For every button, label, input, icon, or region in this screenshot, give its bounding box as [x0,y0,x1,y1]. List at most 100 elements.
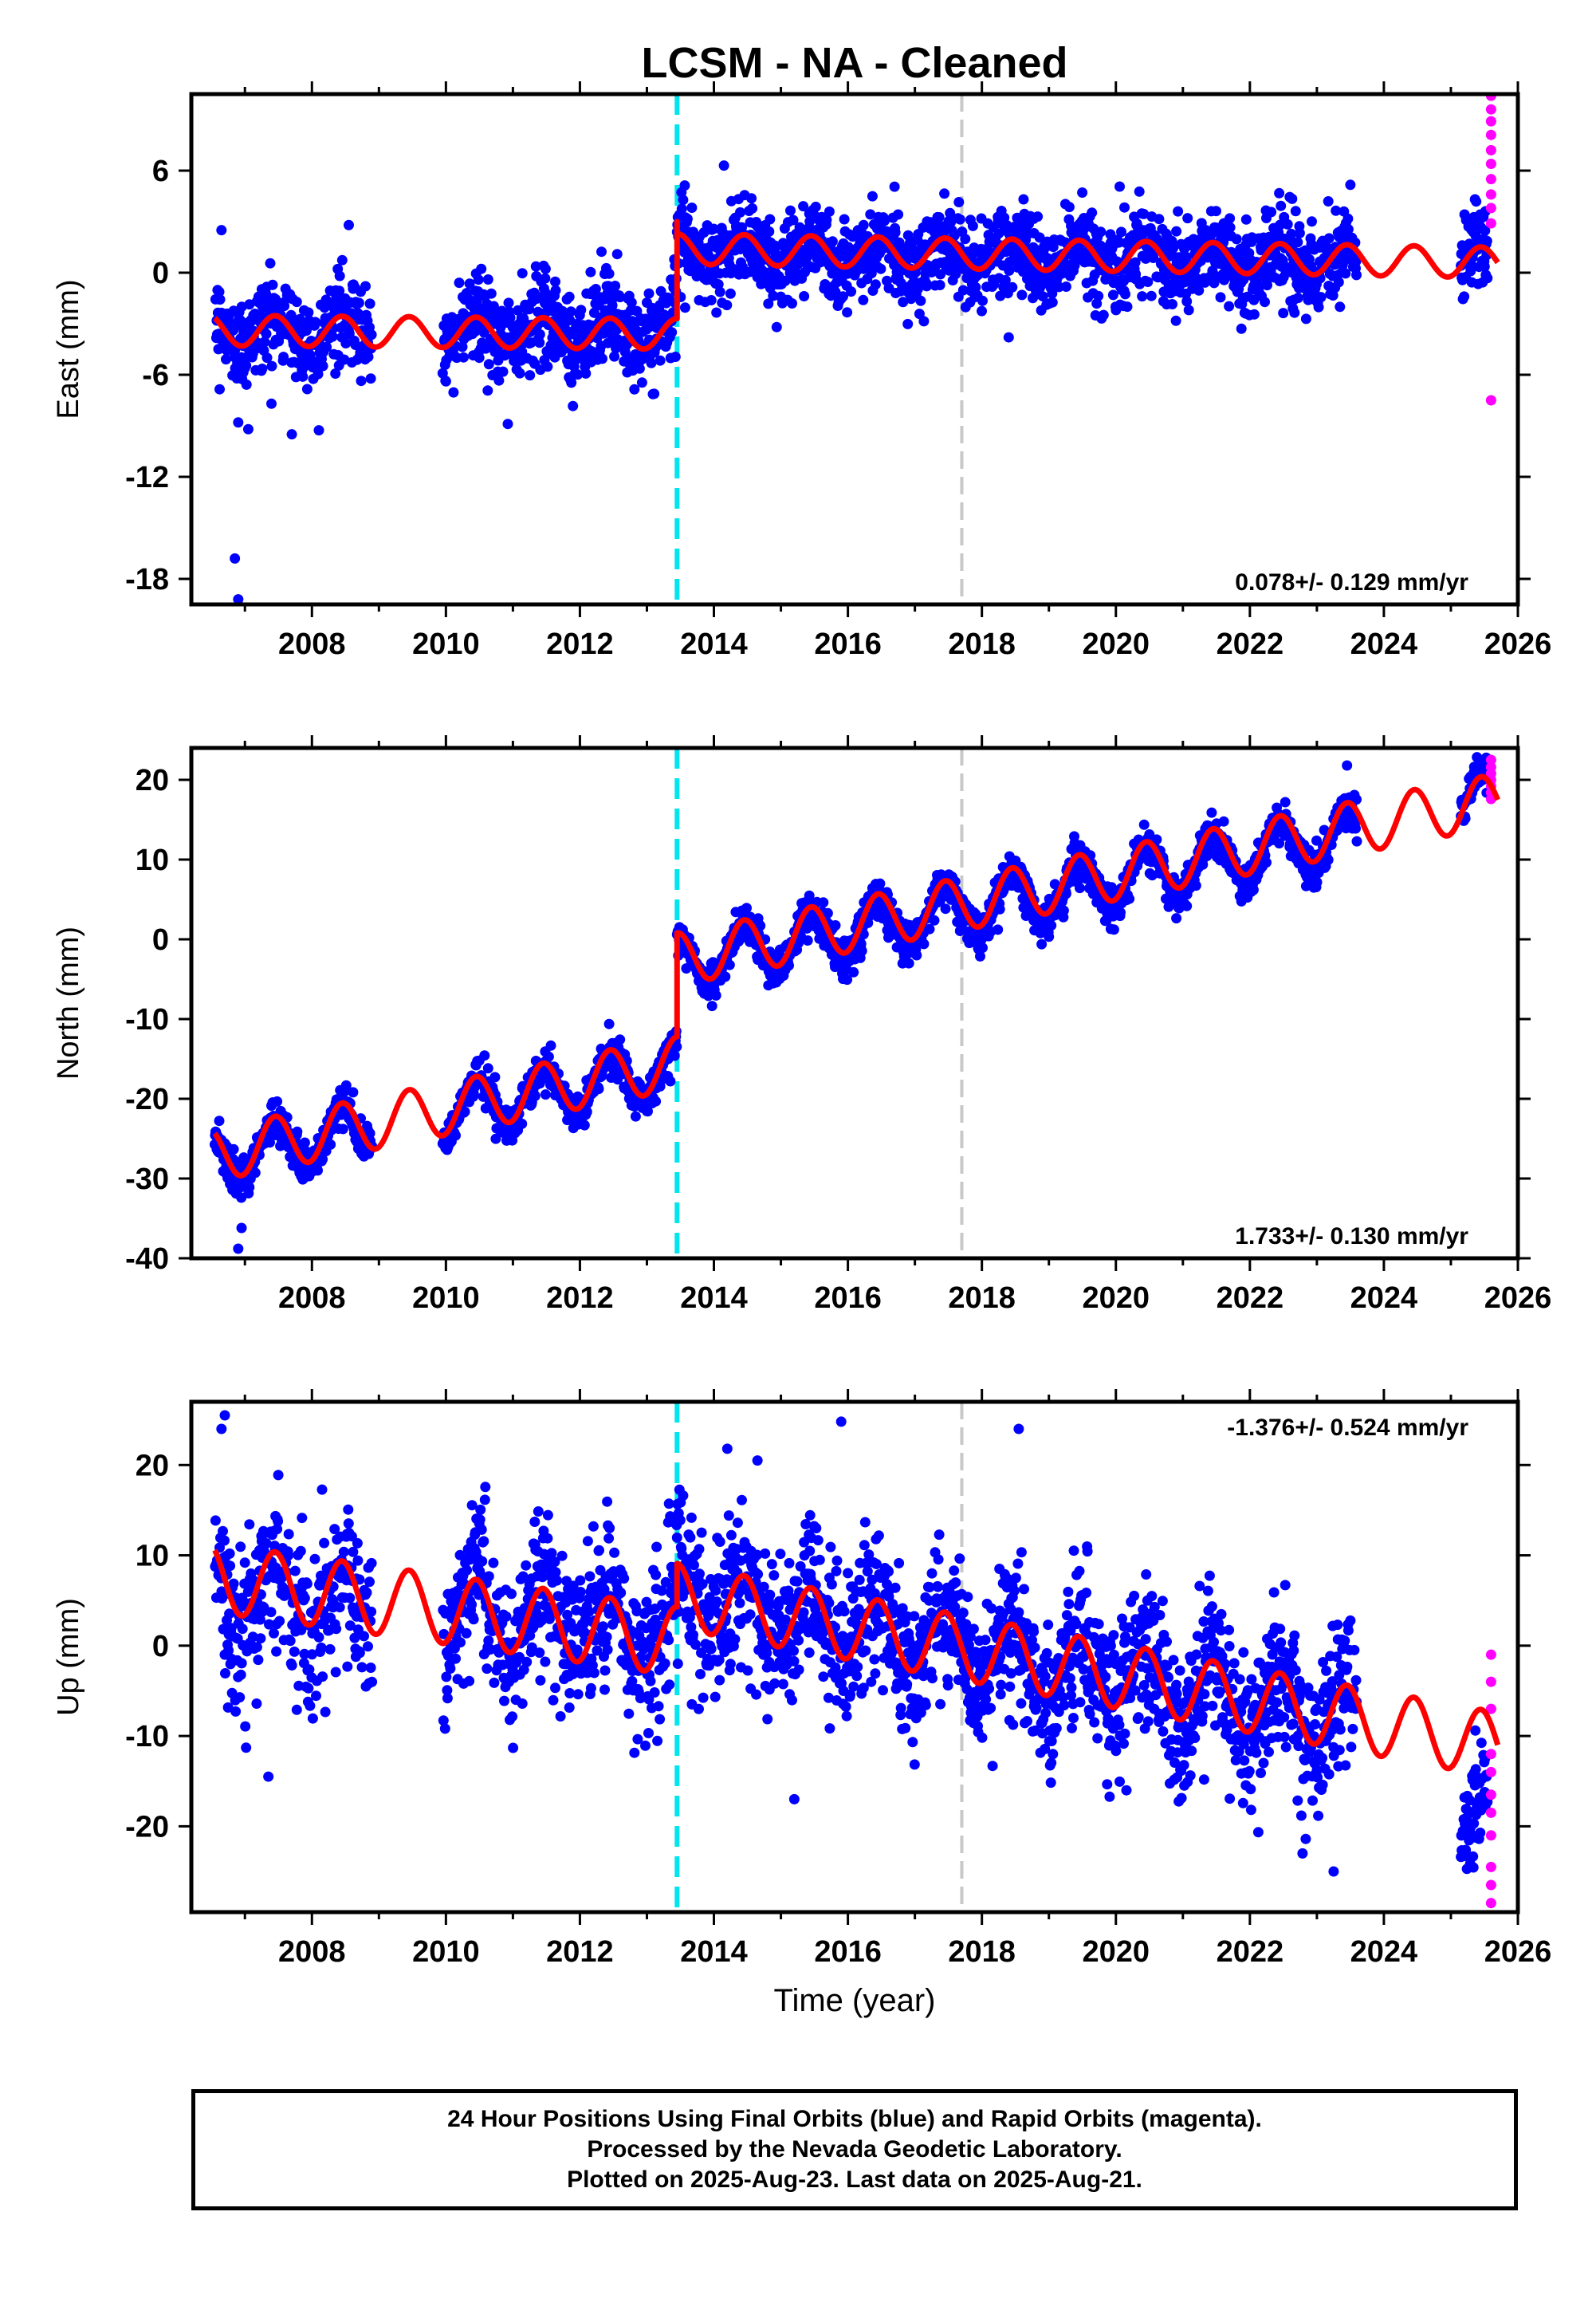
data-point [301,384,313,395]
data-point [310,317,320,328]
data-point [902,318,914,329]
data-point [769,240,780,251]
data-point [540,263,551,274]
panel-north: 2008 2010 2012 2014 2016 2018 2020 2022 2024 2026… [52,735,1551,1315]
data-point [1037,291,1048,302]
data-point [655,355,666,366]
data-point [1292,293,1303,304]
data-point [1007,281,1018,293]
data-point [230,553,241,564]
data-point [865,209,876,220]
x-tick-label: 2024 [1350,628,1418,661]
rapid-point [1485,104,1496,115]
data-point [540,273,551,284]
data-point [940,903,951,915]
data-point [267,279,278,290]
data-point [746,193,757,204]
data-point [1315,292,1327,303]
data-point [1274,187,1285,199]
data-point [241,379,252,390]
data-point [1342,224,1354,235]
data-point [473,274,484,285]
data-point [313,368,324,380]
data-point [579,1120,590,1131]
data-point [1260,297,1270,308]
data-point [325,1139,336,1150]
data-point [581,1106,592,1117]
data-point [458,352,469,363]
data-point [228,1143,239,1155]
data-point [1280,797,1291,808]
data-point [1114,181,1125,192]
data-point [1146,290,1157,301]
data-point [1046,920,1057,931]
data-point [610,281,621,291]
data-point [711,307,722,318]
data-point [483,359,494,370]
data-point [875,878,886,889]
data-point [1275,219,1286,230]
y-axis-label: East (mm) [52,279,85,419]
data-point [842,307,853,318]
data-point [724,959,735,970]
data-point [366,329,377,340]
data-point [1286,228,1297,239]
data-point [517,268,528,279]
data-point [977,295,988,306]
rapid-point [1485,189,1496,200]
data-point [1108,924,1119,935]
data-point [1345,179,1356,191]
data-point [934,212,945,222]
data-point [474,352,485,364]
y-tick-label: -6 [142,359,169,392]
data-point [265,258,276,269]
rapid-point [1485,203,1496,214]
rapid-point [1485,395,1496,406]
data-point [1077,187,1088,198]
data-point [603,1018,615,1029]
data-point [482,385,493,396]
data-point [233,417,244,428]
data-point [565,306,576,317]
data-point [1018,194,1029,205]
panels: 2008 2010 2012 2014 2016 2018 2020 2022 2024 2026… [52,81,1551,1969]
data-point [903,958,914,969]
velocity-annotation: 0.078+/- 0.129 mm/yr [1235,569,1468,596]
data-point [1047,297,1058,308]
x-tick-label: 2014 [680,628,748,661]
data-point [242,423,254,435]
final-orbit-points [210,160,1493,604]
data-point [1351,836,1362,847]
x-tick-label: 2026 [1484,628,1552,661]
data-point [550,285,561,296]
data-point [482,1063,493,1074]
data-point [457,341,468,352]
data-point [830,920,841,931]
data-point [261,352,273,364]
data-point [550,276,560,287]
data-point [286,429,297,440]
data-point [1063,202,1075,213]
data-point [706,295,717,305]
data-point [870,279,881,290]
data-point [918,939,930,950]
data-point [336,254,348,266]
data-point [259,336,270,348]
data-point [572,369,584,380]
data-point [476,263,487,274]
x-tick-label: 2018 [948,1281,1016,1315]
data-point [337,1124,348,1135]
data-point [665,1076,676,1087]
data-point [590,284,601,294]
data-point [724,230,735,241]
data-point [993,924,1004,935]
data-point [1036,939,1048,950]
data-point [765,214,776,225]
x-tick-label: 2020 [1082,1281,1150,1315]
data-point [440,376,451,387]
data-point [764,226,775,237]
data-point [485,288,497,299]
data-point [1225,213,1236,224]
data-point [1119,202,1130,213]
data-point [1323,233,1335,244]
